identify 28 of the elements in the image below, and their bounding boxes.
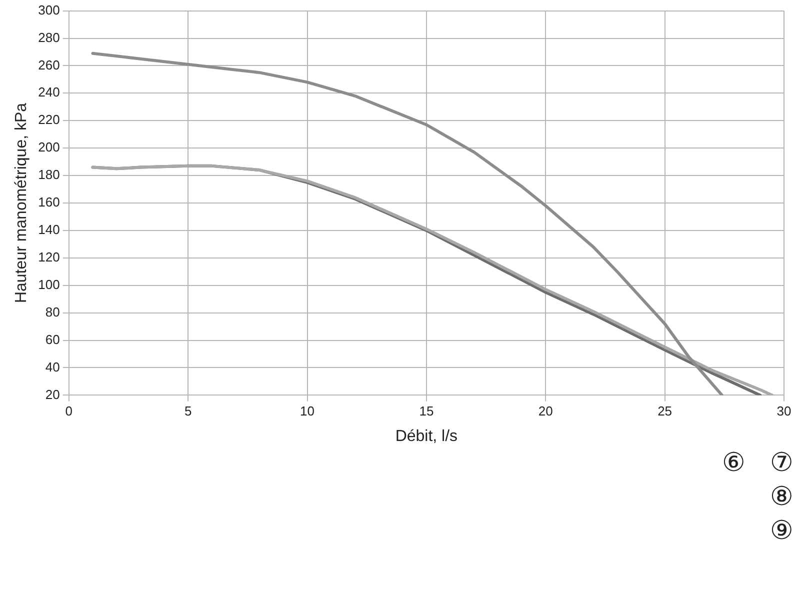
y-tick-label: 60 xyxy=(45,332,60,347)
y-tick-label: 280 xyxy=(38,30,60,45)
y-tick-label: 180 xyxy=(38,167,60,182)
text: ⑥ xyxy=(722,448,746,478)
y-axis-title: Hauteur manométrique, kPa xyxy=(13,102,30,304)
x-tick-label: 25 xyxy=(658,404,672,419)
x-tick-label: 15 xyxy=(419,404,434,419)
x-tick-label: 0 xyxy=(65,404,73,419)
y-tick-label: 260 xyxy=(38,57,60,72)
y-tick-label: 220 xyxy=(38,112,60,128)
y-tick-label: 40 xyxy=(45,359,60,374)
x-tick-label: 20 xyxy=(538,404,553,419)
y-tick-label: 20 xyxy=(45,386,60,402)
x-axis-title: Débit, l/s xyxy=(395,428,458,445)
y-tick-label: 240 xyxy=(38,84,60,100)
y-tick-label: 80 xyxy=(45,304,60,320)
text: ⑧ xyxy=(770,482,794,512)
y-tick-label: 120 xyxy=(38,249,60,264)
x-tick-label: 5 xyxy=(184,404,192,419)
text: ⑦ xyxy=(770,448,794,478)
y-tick-label: 200 xyxy=(38,140,60,155)
y-tick-label: 100 xyxy=(38,276,60,292)
x-tick-label: 10 xyxy=(300,404,314,419)
y-tick-label: 140 xyxy=(38,222,60,238)
y-tick-label: 160 xyxy=(38,194,60,210)
y-tick-label: 300 xyxy=(38,2,60,18)
text: ⑨ xyxy=(770,516,794,546)
x-tick-label: 30 xyxy=(776,404,792,419)
